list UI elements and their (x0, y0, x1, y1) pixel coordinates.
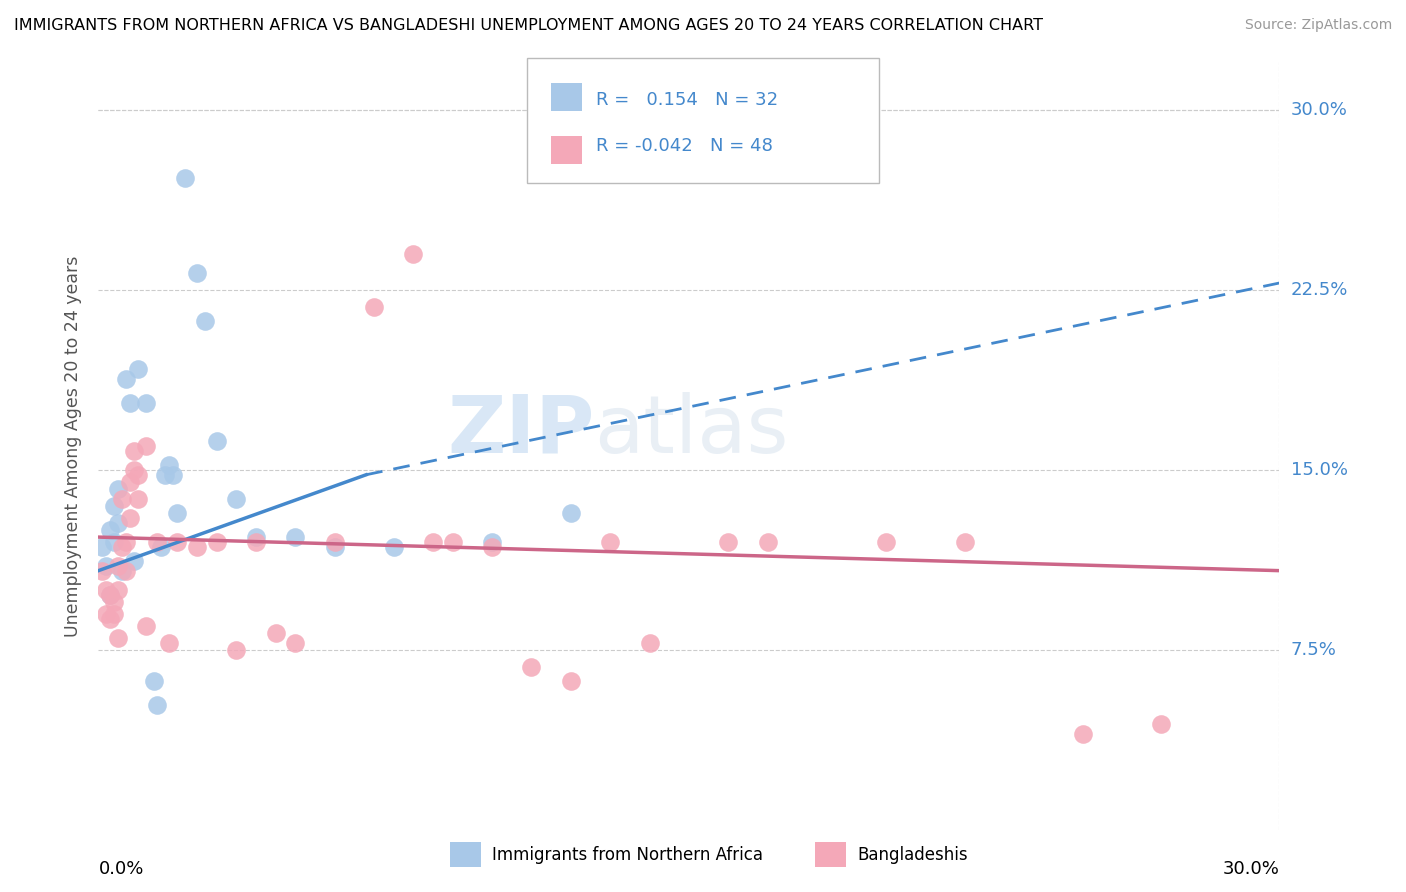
Point (118, 475, 141, 489)
Text: 0.0%: 0.0% (98, 860, 143, 878)
Point (107, 582, 129, 597)
Point (107, 631, 129, 645)
Point (402, 247, 425, 261)
Point (98, 612, 121, 626)
Point (756, 535, 779, 549)
Point (717, 535, 740, 549)
Point (146, 535, 169, 549)
Point (103, 535, 125, 549)
Point (875, 535, 897, 549)
Point (91, 540, 114, 554)
Point (225, 642, 247, 657)
Point (122, 443, 145, 458)
Point (115, 372, 138, 386)
Point (111, 491, 134, 506)
Point (678, 156, 700, 170)
Text: 22.5%: 22.5% (1291, 281, 1348, 299)
Point (115, 535, 138, 549)
Point (194, 314, 217, 328)
Point (96, 582, 118, 597)
Point (174, 170, 197, 185)
Point (599, 535, 621, 549)
Point (107, 558, 129, 573)
Point (111, 564, 134, 578)
Point (103, 499, 125, 513)
Point (205, 434, 228, 449)
Text: Source: ZipAtlas.com: Source: ZipAtlas.com (1244, 18, 1392, 32)
Point (166, 535, 188, 549)
Point (135, 396, 157, 410)
Point (103, 607, 125, 621)
Text: 30.0%: 30.0% (1291, 102, 1347, 120)
Point (115, 564, 138, 578)
Point (122, 554, 145, 568)
Point (186, 540, 208, 554)
Point (560, 506, 582, 520)
Y-axis label: Unemployment Among Ages 20 to 24 years: Unemployment Among Ages 20 to 24 years (63, 255, 82, 637)
Point (162, 467, 184, 482)
Point (122, 463, 145, 477)
Point (382, 540, 405, 554)
Point (155, 467, 177, 482)
Point (166, 506, 188, 520)
Point (135, 439, 157, 453)
Text: R = -0.042   N = 48: R = -0.042 N = 48 (596, 137, 773, 155)
Point (111, 540, 134, 554)
Point (107, 516, 129, 530)
Point (481, 535, 503, 549)
Point (135, 619, 157, 633)
Text: IMMIGRANTS FROM NORTHERN AFRICA VS BANGLADESHI UNEMPLOYMENT AMONG AGES 20 TO 24 : IMMIGRANTS FROM NORTHERN AFRICA VS BANGL… (14, 18, 1043, 33)
Point (638, 635, 661, 649)
Point (481, 540, 503, 554)
Point (127, 467, 149, 482)
Point (422, 535, 444, 549)
Point (560, 673, 582, 688)
Text: R =   0.154   N = 32: R = 0.154 N = 32 (596, 91, 779, 109)
Text: ZIP: ZIP (447, 392, 595, 470)
Point (205, 535, 228, 549)
Point (157, 458, 180, 473)
Text: 30.0%: 30.0% (1223, 860, 1279, 878)
Point (150, 540, 173, 554)
Point (520, 659, 543, 673)
Point (118, 511, 141, 525)
Point (323, 540, 346, 554)
Point (98, 588, 121, 602)
Point (284, 635, 307, 649)
Point (1071, 726, 1094, 740)
Point (225, 491, 247, 506)
Point (103, 595, 125, 609)
Point (953, 535, 976, 549)
Point (142, 673, 165, 688)
Point (107, 482, 129, 496)
Point (96, 558, 118, 573)
Point (245, 535, 267, 549)
Text: Bangladeshis: Bangladeshis (858, 846, 969, 863)
Point (264, 626, 287, 640)
Point (186, 266, 208, 280)
Point (363, 300, 385, 314)
Point (98, 588, 121, 602)
Point (245, 530, 267, 544)
Point (91, 564, 114, 578)
Point (323, 535, 346, 549)
Point (1150, 717, 1173, 731)
Point (157, 635, 180, 649)
Point (96, 607, 118, 621)
Point (118, 396, 141, 410)
Text: Immigrants from Northern Africa: Immigrants from Northern Africa (492, 846, 763, 863)
Point (127, 491, 149, 506)
Text: atlas: atlas (595, 392, 789, 470)
Point (284, 530, 307, 544)
Point (127, 362, 149, 376)
Point (98, 523, 121, 537)
Text: 15.0%: 15.0% (1291, 461, 1347, 479)
Point (441, 535, 464, 549)
Text: 7.5%: 7.5% (1291, 640, 1337, 659)
Point (146, 698, 169, 712)
